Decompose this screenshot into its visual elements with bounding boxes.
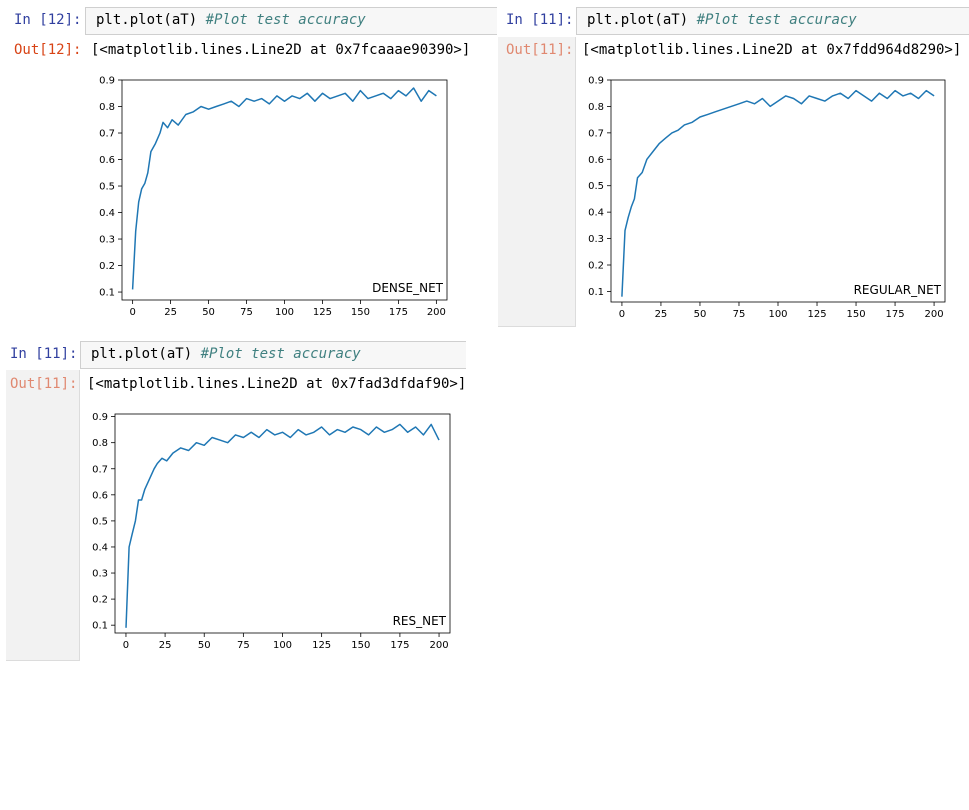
x-tick-label: 75: [240, 307, 253, 318]
y-tick-label: 0.2: [588, 261, 604, 272]
y-tick-label: 0.7: [92, 464, 108, 475]
y-tick-label: 0.9: [92, 412, 108, 423]
x-tick-label: 25: [655, 309, 668, 320]
y-tick-label: 0.3: [588, 234, 604, 245]
x-tick-label: 0: [123, 640, 129, 651]
line-chart-dense-net: 0 25 50 75 100 125 150 175 200 0.1 0.2 0.3 0.4 0.5 0.6…: [99, 76, 448, 318]
y-tick-label: 0.5: [99, 182, 115, 193]
y-tick-label: 0.7: [99, 129, 115, 140]
y-tick-label: 0.1: [92, 621, 108, 632]
x-tick-label: 100: [768, 309, 787, 320]
out-prompt: Out[11]:: [506, 42, 574, 58]
y-tick-label: 0.5: [92, 516, 108, 527]
x-tick-label: 125: [312, 640, 331, 651]
x-tick-label: 100: [275, 307, 294, 318]
output-text: [<matplotlib.lines.Line2D at 0x7fad3dfda…: [87, 376, 467, 392]
y-tick-label: 0.8: [92, 438, 108, 449]
x-tick-label: 175: [390, 640, 409, 651]
x-tick-label: 175: [886, 309, 905, 320]
in-prompt: In [11]:: [10, 346, 78, 362]
y-tick-label: 0.9: [99, 76, 115, 87]
y-tick-label: 0.2: [99, 261, 115, 272]
y-tick-label: 0.8: [99, 102, 115, 113]
chart-annotation: DENSE_NET: [372, 281, 444, 295]
x-tick-label: 125: [313, 307, 332, 318]
x-tick-label: 175: [389, 307, 408, 318]
chart-annotation: RES_NET: [393, 614, 447, 628]
x-tick-label: 200: [429, 640, 448, 651]
x-tick-label: 50: [202, 307, 215, 318]
accuracy-line: [621, 89, 935, 297]
y-tick-label: 0.4: [588, 208, 604, 219]
x-tick-label: 75: [733, 309, 746, 320]
output-prompt-area[interactable]: [498, 37, 576, 327]
y-tick-label: 0.4: [92, 542, 108, 553]
y-tick-label: 0.9: [588, 76, 604, 87]
in-prompt: In [11]:: [506, 12, 574, 28]
output-prompt-area[interactable]: [6, 370, 80, 661]
y-tick-label: 0.1: [588, 287, 604, 298]
x-tick-label: 0: [129, 307, 135, 318]
code-input[interactable]: plt.plot(aT) #Plot test accuracy: [80, 341, 466, 369]
out-prompt: Out[11]:: [10, 376, 78, 392]
axes-frame: [610, 79, 946, 303]
y-tick-label: 0.6: [92, 490, 108, 501]
x-tick-label: 200: [427, 307, 446, 318]
x-tick-label: 150: [351, 307, 370, 318]
accuracy-line: [125, 423, 440, 628]
y-tick-label: 0.6: [99, 155, 115, 166]
code-comment: #Plot test accuracy: [205, 12, 366, 28]
x-tick-label: 0: [619, 309, 625, 320]
x-tick-label: 150: [351, 640, 370, 651]
y-tick-label: 0.6: [588, 155, 604, 166]
chart-annotation: REGULAR_NET: [854, 283, 942, 297]
accuracy-line: [131, 87, 437, 290]
y-tick-label: 0.7: [588, 128, 604, 139]
x-tick-label: 75: [237, 640, 250, 651]
y-tick-label: 0.3: [92, 569, 108, 580]
x-tick-label: 150: [846, 309, 865, 320]
out-prompt: Out[12]:: [14, 42, 82, 58]
x-tick-label: 50: [198, 640, 211, 651]
output-text: [<matplotlib.lines.Line2D at 0x7fdd964d8…: [582, 42, 962, 58]
code-text: plt.plot(aT): [91, 346, 201, 362]
code-text: plt.plot(aT): [587, 12, 697, 28]
axes-frame: [121, 79, 448, 301]
code-comment: #Plot test accuracy: [200, 346, 361, 362]
x-tick-label: 125: [807, 309, 826, 320]
x-tick-label: 25: [164, 307, 177, 318]
code-input[interactable]: plt.plot(aT) #Plot test accuracy: [85, 7, 497, 35]
x-tick-label: 200: [925, 309, 944, 320]
line-chart-res-net: 0 25 50 75 100 125 150 175 200 0.1 0.2 0.3 0.4 0.5 0.6…: [92, 412, 451, 651]
y-tick-label: 0.2: [92, 595, 108, 606]
y-tick-label: 0.5: [588, 181, 604, 192]
x-tick-label: 25: [159, 640, 172, 651]
line-chart-regular-net: 0 25 50 75 100 125 150 175 200 0.1 0.2 0.3 0.4 0.5 0.6…: [588, 76, 946, 320]
x-tick-label: 50: [694, 309, 707, 320]
in-prompt: In [12]:: [14, 12, 82, 28]
y-tick-label: 0.3: [99, 235, 115, 246]
y-tick-label: 0.1: [99, 288, 115, 299]
code-text: plt.plot(aT): [96, 12, 206, 28]
code-comment: #Plot test accuracy: [696, 12, 857, 28]
code-input[interactable]: plt.plot(aT) #Plot test accuracy: [576, 7, 969, 35]
axes-frame: [114, 413, 451, 634]
output-text: [<matplotlib.lines.Line2D at 0x7fcaaae90…: [91, 42, 471, 58]
x-tick-label: 100: [273, 640, 292, 651]
y-tick-label: 0.4: [99, 208, 115, 219]
y-tick-label: 0.8: [588, 102, 604, 113]
